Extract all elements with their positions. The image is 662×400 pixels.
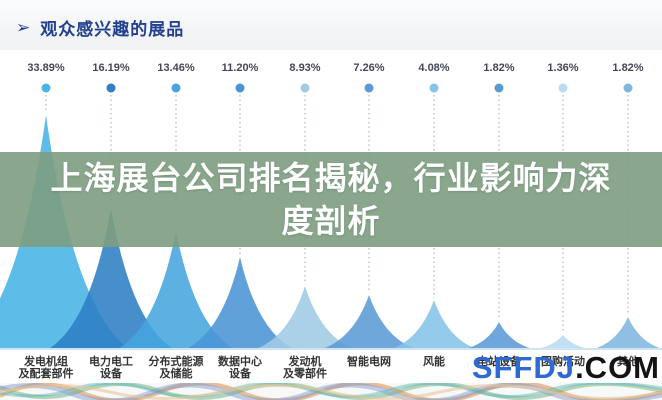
page-title: 观众感兴趣的展品 [40, 20, 185, 39]
category-label-line: 电力电工 [89, 356, 133, 368]
category-label: 电力电工 设备 [73, 356, 149, 380]
value-dot [429, 83, 439, 93]
value-dot [171, 83, 181, 93]
category-label: 分布式能源 及储能 [138, 356, 214, 380]
value-dot [494, 83, 504, 93]
category-label-line: 及储能 [159, 368, 193, 380]
value-dot [235, 83, 245, 93]
category-label-line: 风能 [423, 356, 445, 368]
category-label-band: 发电机组 及配套部件 电力电工 设备 分布式能源 及储能 数据中心 设备 发动机 及零部件 智能电网… [0, 350, 662, 385]
watermark-site: SFFDJ [471, 350, 576, 385]
value-label: 8.93% [289, 62, 321, 74]
category-label: 发电机组 及配套部件 [8, 356, 84, 380]
category-label: 智能电网 [331, 356, 407, 368]
category-label: 发动机 及零部件 [267, 356, 343, 380]
category-label: 数据中心 设备 [202, 356, 278, 380]
category-label: 风能 [396, 356, 472, 368]
category-label: 其他 [590, 356, 662, 368]
value-dot [558, 83, 568, 93]
category-label-line: 发电机组 [24, 356, 68, 368]
peak-triangle [531, 335, 595, 350]
peak-triangle [116, 231, 236, 350]
category-label-line: 分布式能源 [148, 356, 204, 368]
chart-header: ➢ 观众感兴趣的展品 [16, 15, 184, 40]
value-label: 13.46% [157, 62, 195, 74]
category-label-line: 设备 [229, 368, 251, 380]
peak-triangle [388, 300, 480, 350]
value-label: 33.89% [27, 62, 65, 74]
category-label-line: 数据中心 [218, 356, 262, 368]
headline-banner: 上海展台公司排名揭秘，行业影响力深度剖析 [0, 152, 662, 247]
watermark: SFFDJ.COM [472, 352, 660, 383]
headline-text: 上海展台公司排名揭秘，行业影响力深度剖析 [50, 160, 612, 239]
peak-triangle [47, 208, 175, 350]
value-label: 11.20% [221, 62, 259, 74]
header-band [0, 0, 662, 50]
value-label: 1.82% [483, 62, 515, 74]
peak-triangle [590, 317, 662, 350]
category-label-line: 及配套部件 [18, 368, 74, 380]
watermark-suffix: .COM [575, 350, 660, 385]
arrow-bullet-icon: ➢ [16, 18, 31, 37]
category-label-line: 及零部件 [283, 368, 327, 380]
value-dot [41, 83, 51, 93]
peak-triangle [319, 295, 419, 350]
category-label-line: 发动机 [288, 356, 322, 368]
value-label: 7.26% [353, 62, 385, 74]
value-dot [623, 83, 633, 93]
category-label-line: 智能电网 [347, 356, 391, 368]
decorative-wave-strip [0, 383, 662, 400]
category-label-line: 团购活动 [541, 356, 585, 368]
value-dot [106, 83, 116, 93]
value-dot [300, 83, 310, 93]
category-label-line: 电站设备 [477, 356, 521, 368]
value-label: 1.36% [547, 62, 579, 74]
value-label: 1.82% [612, 62, 644, 74]
category-label: 团购活动 [525, 356, 601, 368]
peak-triangle [184, 257, 296, 350]
category-label-line: 其他 [617, 356, 639, 368]
value-label: 4.08% [418, 62, 450, 74]
value-label: 16.19% [92, 62, 130, 74]
value-dot [364, 83, 374, 93]
baseline [0, 348, 662, 351]
category-label-line: 设备 [100, 368, 122, 380]
peak-triangle [461, 322, 537, 350]
peak-triangle [253, 286, 357, 350]
category-label: 电站设备 [461, 356, 537, 368]
